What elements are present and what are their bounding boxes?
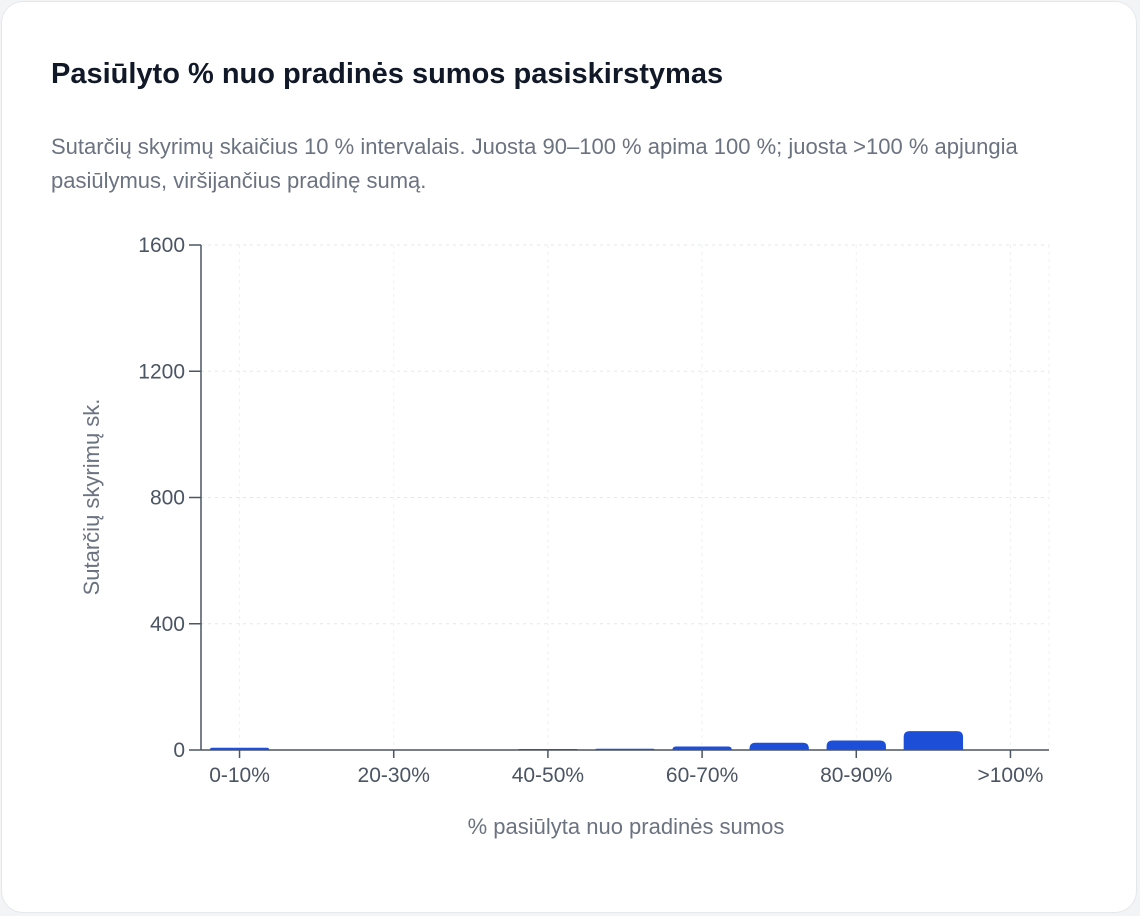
chart-axes: [189, 244, 1049, 758]
y-tick-label: 1200: [138, 360, 185, 383]
x-tick-label: 60-70%: [666, 764, 738, 787]
chart-subtitle: Sutarčių skyrimų skaičius 10 % intervala…: [51, 134, 1018, 193]
y-tick-label: 400: [150, 613, 185, 636]
x-axis-title: % pasiūlyta nuo pradinės sumos: [468, 814, 785, 839]
y-tick-label: 0: [173, 739, 185, 762]
bar-90-100%: [903, 731, 964, 750]
y-axis-title: Sutarčių skyrimų sk.: [79, 399, 104, 596]
chart-grid: [201, 244, 1050, 750]
bar-60-70%: [672, 746, 732, 750]
y-tick-label: 1600: [138, 234, 185, 257]
bar-70-80%: [749, 742, 809, 750]
x-tick-label: 40-50%: [512, 764, 584, 787]
y-tick-label: 800: [150, 487, 185, 510]
x-tick-label: >100%: [977, 764, 1043, 787]
bar-80-90%: [826, 740, 886, 750]
chart-title: Pasiūlyto % nuo pradinės sumos pasiskirs…: [51, 58, 724, 90]
x-tick-label: 80-90%: [820, 764, 892, 787]
chart-tick-labels: 0 400 800 1200 1600 0-10% 20-30% 40-50% 60-70% 80…: [138, 234, 1043, 787]
chart-bars: [209, 731, 964, 750]
x-tick-label: 0-10%: [209, 764, 270, 787]
x-tick-label: 20-30%: [358, 764, 430, 787]
